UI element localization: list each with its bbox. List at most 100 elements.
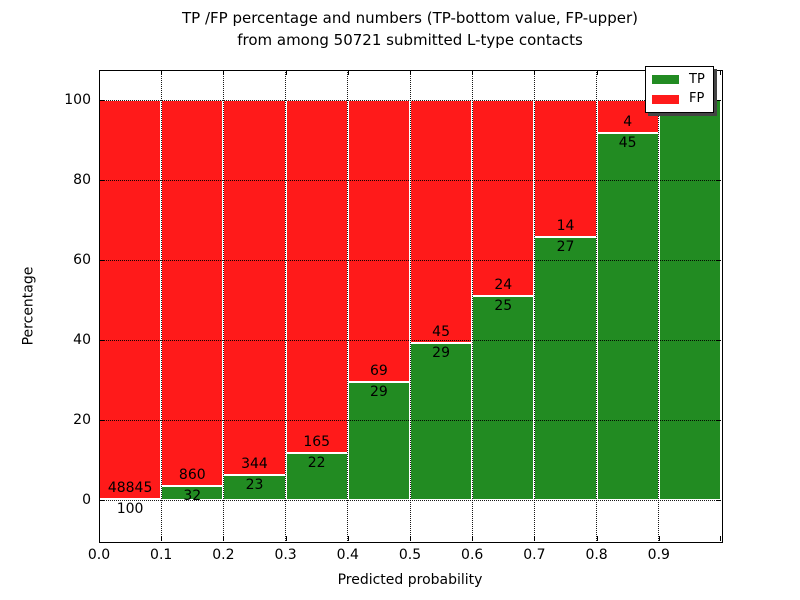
x-tick-mark: [347, 70, 349, 75]
y-tick-mark: [99, 420, 104, 421]
x-tick-mark: [223, 70, 225, 75]
bar-count-label-tp: 29: [369, 383, 388, 400]
gridline-vertical: [409, 70, 411, 541]
x-tick-label: 0.2: [212, 547, 235, 563]
x-tick-mark: [596, 70, 598, 75]
bar-segment-fp: [99, 100, 162, 500]
bar-segment-fp: [223, 100, 286, 475]
bar-segment-fp: [347, 100, 410, 382]
y-tick-mark: [99, 100, 104, 101]
bar-segment-tp: [285, 452, 348, 500]
gridline-vertical: [533, 70, 535, 541]
gridline-horizontal: [99, 99, 721, 101]
bar-segment-tp: [596, 132, 659, 500]
plot-area: 48845 100 860 32 344 23 165 22 69 29 45 29 24 25 14 27 4…: [99, 70, 721, 541]
y-tick-mark: [716, 260, 721, 261]
x-tick-mark: [161, 536, 163, 541]
y-tick-mark: [716, 420, 721, 421]
legend-swatch-tp: [652, 75, 679, 85]
y-tick-mark: [716, 100, 721, 101]
legend-label-fp: FP: [689, 91, 705, 107]
x-tick-label: 0.4: [336, 547, 359, 563]
bar-count-label-fp: 45: [432, 324, 450, 341]
y-tick-label: 0: [82, 492, 91, 508]
x-tick-label: 0.5: [398, 547, 422, 563]
x-tick-mark: [161, 70, 163, 75]
bar-count-label-fp: 48845: [107, 480, 153, 497]
legend-label-tp: TP: [689, 71, 705, 87]
bar-count-label-tp: 32: [183, 487, 202, 504]
bar-segment-fp: [410, 100, 473, 344]
chart-title: TP /FP percentage and numbers (TP-bottom…: [99, 7, 721, 51]
bar-segment-tp: [223, 474, 286, 500]
legend: TP FP: [645, 66, 714, 113]
x-tick-label: 0.6: [461, 547, 484, 563]
bar-segment-tp: [410, 343, 473, 500]
y-tick-label: 60: [73, 252, 91, 268]
gridline-vertical: [658, 70, 660, 541]
y-tick-mark: [99, 260, 104, 261]
bar-segment-fp: [534, 100, 597, 237]
bar-count-label-fp: 344: [241, 455, 268, 472]
gridline-vertical: [222, 70, 224, 541]
y-tick-label: 100: [64, 92, 91, 108]
legend-item: TP: [646, 71, 713, 87]
bar-segment-fp: [285, 100, 348, 453]
x-tick-mark: [472, 536, 474, 541]
x-tick-mark: [285, 536, 287, 541]
bar-segment-tp: [534, 236, 597, 500]
gridline-vertical: [285, 70, 287, 541]
bar-count-label-fp: 4: [623, 113, 633, 130]
bar-segment-tp: [347, 381, 410, 500]
bar-segment-tp: [161, 485, 224, 500]
y-tick-mark: [716, 500, 721, 501]
x-tick-mark: [534, 70, 536, 75]
chart-title-line2: from among 50721 submitted L-type contac…: [237, 31, 583, 49]
x-tick-mark: [285, 70, 287, 75]
gridline-horizontal: [99, 419, 721, 421]
bar-count-label-tp: 29: [432, 345, 450, 362]
y-tick-mark: [99, 180, 104, 181]
x-tick-label: 0.8: [585, 547, 608, 563]
bar-count-label-tp: 25: [494, 297, 513, 314]
bar-count-label-tp: 23: [245, 476, 264, 493]
x-tick-mark: [410, 70, 411, 75]
x-tick-label: 0.9: [647, 547, 670, 563]
y-tick-mark: [99, 500, 104, 501]
gridline-vertical: [596, 70, 598, 541]
legend-swatch-fp: [652, 94, 679, 104]
y-tick-mark: [716, 340, 721, 341]
bar-count-label-tp: 45: [618, 134, 637, 151]
bar-count-label-tp: 22: [307, 454, 326, 471]
bar-segment-tp: [658, 100, 721, 500]
y-tick-mark: [99, 340, 104, 341]
legend-item: FP: [646, 92, 713, 106]
x-tick-mark: [596, 536, 598, 541]
x-tick-label: 0.7: [523, 547, 546, 563]
x-tick-label: 0.3: [274, 547, 297, 563]
gridline-horizontal: [99, 499, 721, 501]
gridline-vertical: [347, 70, 349, 541]
y-tick-label: 40: [73, 332, 91, 348]
y-tick-label: 20: [73, 412, 91, 428]
bar-count-label-fp: 24: [494, 276, 513, 293]
bar-segment-fp: [472, 100, 535, 296]
gridline-horizontal: [99, 339, 721, 341]
y-axis-label: Percentage: [20, 266, 37, 345]
bar-segment-tp: [472, 295, 535, 500]
gridline-horizontal: [99, 179, 721, 181]
gridline-horizontal: [99, 259, 721, 261]
x-tick-mark: [534, 536, 536, 541]
gridline-vertical: [471, 70, 473, 541]
x-tick-mark: [99, 536, 100, 541]
bar-count-label-tp: 100: [116, 501, 144, 518]
gridline-vertical: [160, 70, 162, 541]
x-tick-label: 0.0: [87, 547, 111, 563]
x-axis-label: Predicted probability: [337, 572, 483, 588]
x-tick-mark: [720, 70, 721, 75]
bar-count-label-fp: 860: [178, 466, 206, 483]
x-tick-mark: [223, 536, 225, 541]
bar-count-label-fp: 165: [303, 433, 331, 450]
x-tick-mark: [347, 536, 349, 541]
